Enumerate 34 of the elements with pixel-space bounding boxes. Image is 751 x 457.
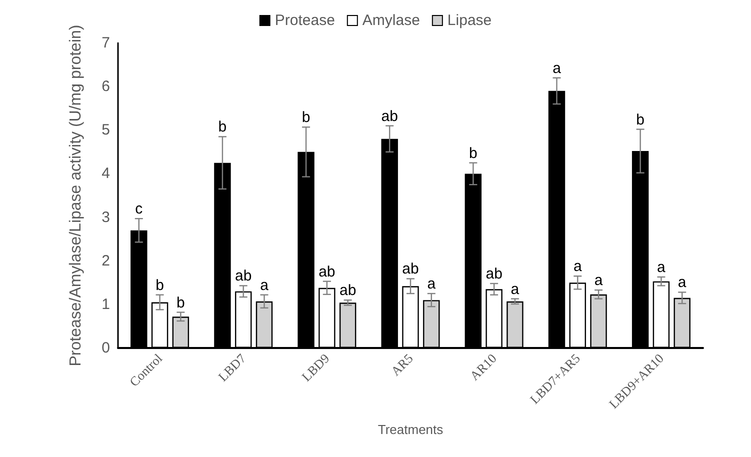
data-label: a [573, 258, 582, 276]
data-label: b [636, 111, 644, 128]
data-label: ab [235, 268, 252, 285]
y-tick-label: 4 [102, 165, 110, 182]
data-label: b [156, 276, 164, 294]
data-label: ab [318, 263, 336, 280]
x-axis-title: Treatments [378, 422, 444, 437]
data-label: ab [339, 282, 356, 300]
data-label: b [469, 144, 478, 162]
y-tick-label: 5 [102, 122, 110, 139]
data-label: b [218, 118, 227, 136]
data-label: a [427, 276, 436, 293]
y-tick-label: 6 [102, 78, 110, 96]
data-label: a [552, 60, 562, 77]
data-label: ab [402, 260, 419, 278]
data-label: a [678, 274, 687, 292]
y-tick-label: 7 [102, 34, 110, 52]
y-tick-label: 3 [102, 208, 110, 226]
y-axis-title: Protease/Amylase/Lipase activity (U/mg protein) [68, 24, 84, 366]
legend-label: Lipase [447, 12, 492, 29]
y-tick-label: 0 [102, 340, 110, 356]
data-label: a [594, 272, 604, 290]
data-label: a [510, 280, 520, 298]
data-label: a [657, 258, 666, 276]
data-label: ab [381, 108, 398, 125]
data-label: a [260, 276, 270, 294]
data-label: b [176, 294, 185, 312]
data-label: ab [486, 266, 502, 283]
y-tick-label: 2 [102, 252, 110, 270]
legend-label: Amylase [362, 12, 420, 29]
y-tick-label: 1 [102, 296, 110, 313]
data-label: b [302, 109, 310, 126]
legend-label: Protease [274, 12, 335, 29]
data-label: c [135, 200, 144, 218]
